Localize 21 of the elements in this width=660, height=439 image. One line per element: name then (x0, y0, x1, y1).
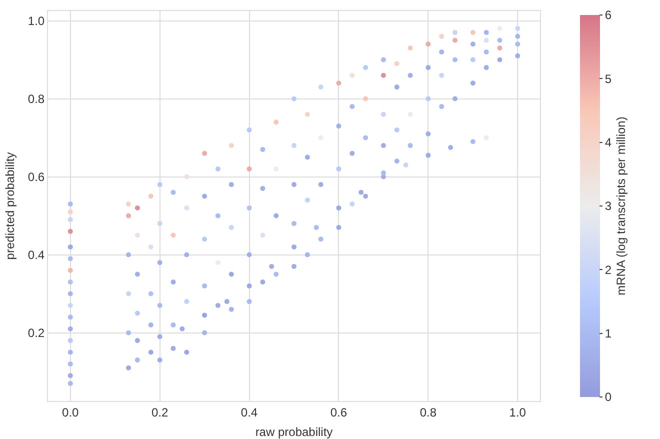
y-tick-label: 0.8 (28, 92, 45, 106)
y-tick-label: 0.6 (28, 170, 45, 184)
color-bar-title: mRNA (log transcripts per million) (614, 116, 628, 296)
x-tick-label: 0.2 (151, 405, 168, 420)
color-bar-label: 5 (604, 72, 612, 86)
color-bar-label: 6 (604, 8, 612, 22)
x-tick-label: 1.0 (509, 405, 526, 420)
x-tick-label: 0.8 (420, 405, 437, 420)
color-bar-label: 1 (604, 326, 612, 341)
x-tick-label: 0.0 (62, 405, 80, 420)
color-bar-label: 2 (604, 262, 612, 277)
x-axis-title: raw probability (255, 425, 333, 439)
y-tick-label: 0.4 (28, 248, 45, 262)
x-tick-label: 0.4 (240, 405, 258, 420)
y-tick-label: 0.2 (28, 326, 45, 340)
y-tick-label: 1.0 (28, 14, 45, 28)
color-bar-label: 4 (604, 136, 612, 150)
y-axis-title: predicted probability (3, 152, 17, 260)
color-bar-label: 3 (604, 199, 612, 214)
color-bar-label: 0 (604, 390, 612, 404)
x-tick-label: 0.6 (330, 405, 348, 420)
